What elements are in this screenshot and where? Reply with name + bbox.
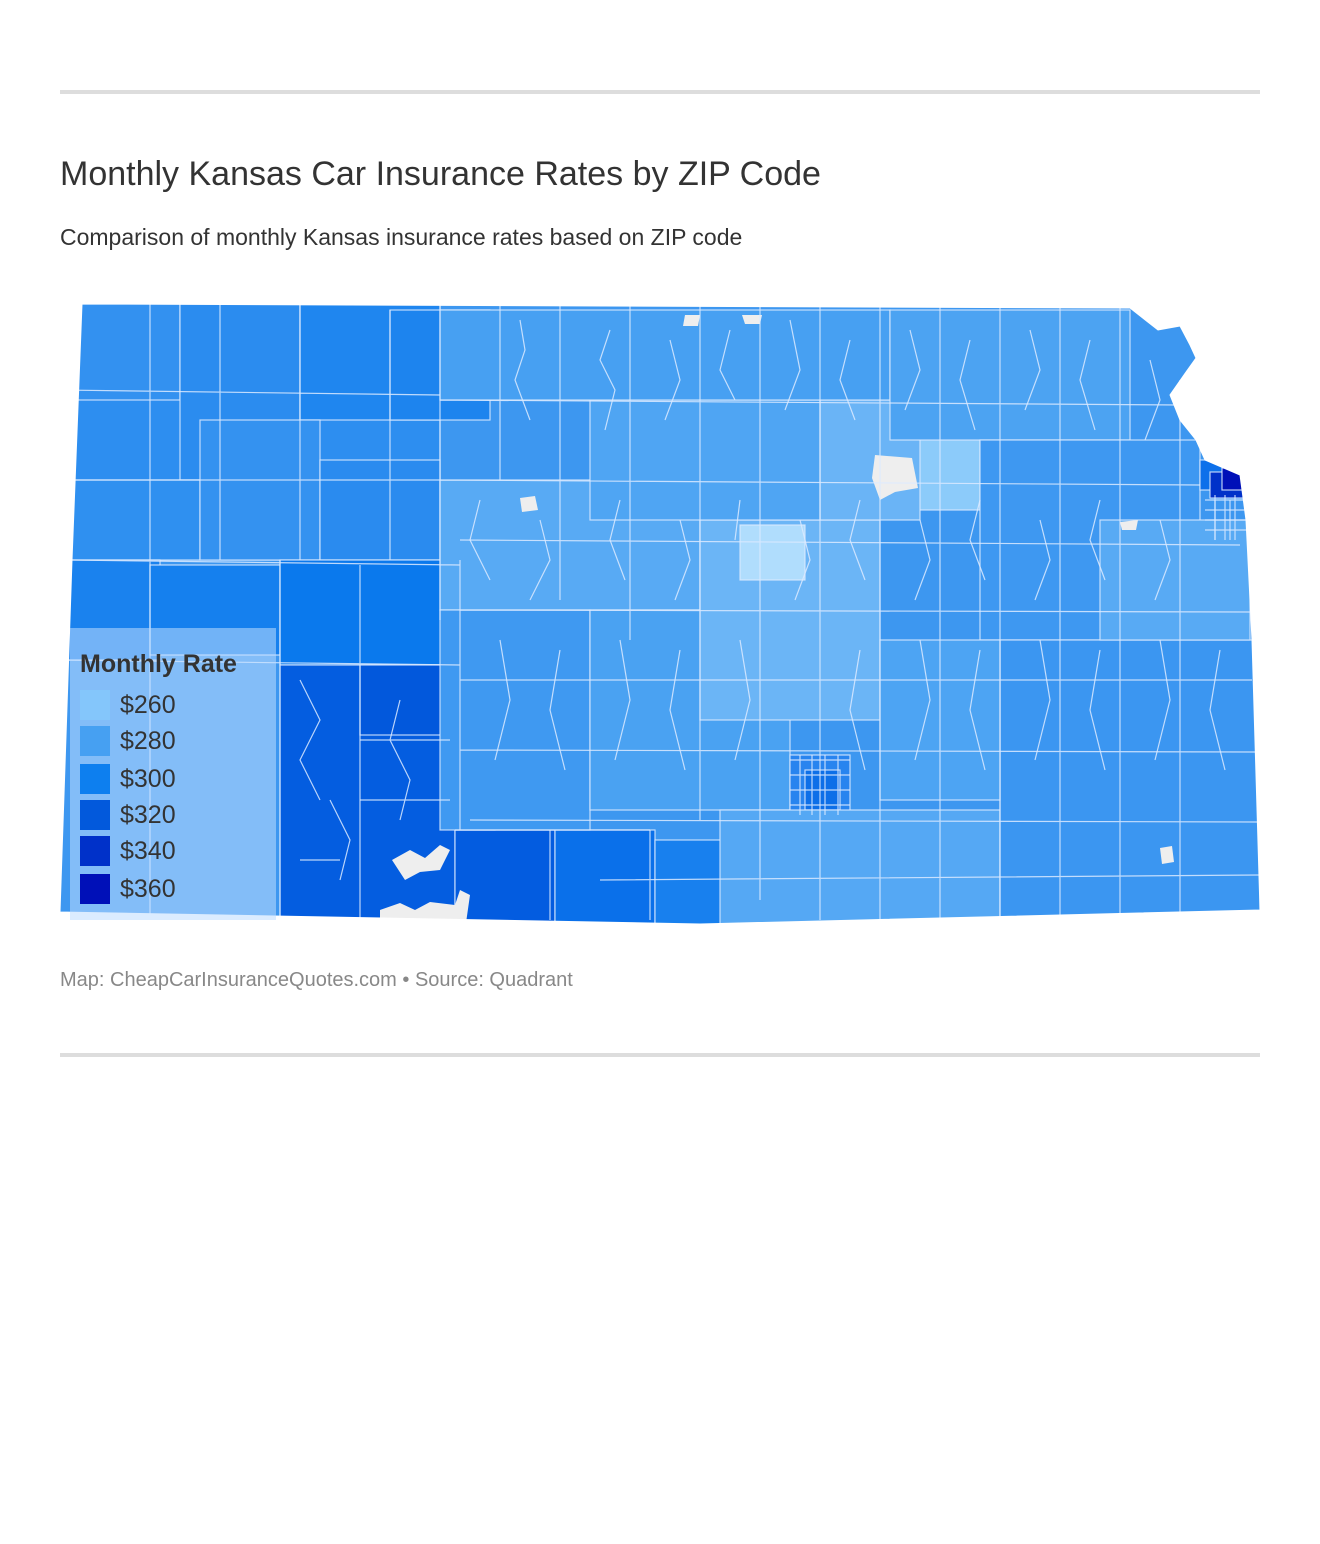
legend-item-360: $360: [80, 874, 176, 904]
kansas-choropleth-map: [0, 290, 1320, 940]
legend-label: $360: [120, 874, 176, 903]
top-divider: [60, 90, 1260, 94]
legend-item-340: $340: [80, 836, 176, 866]
legend-item-300: $300: [80, 764, 176, 794]
legend-item-280: $280: [80, 726, 176, 756]
legend-swatch: [80, 764, 110, 794]
legend-label: $300: [120, 764, 176, 793]
bottom-divider: [60, 1053, 1260, 1057]
legend-swatch: [80, 726, 110, 756]
legend-swatch: [80, 836, 110, 866]
page-title: Monthly Kansas Car Insurance Rates by ZI…: [60, 155, 821, 193]
legend-label: $340: [120, 836, 176, 865]
legend-label: $320: [120, 800, 176, 829]
legend-swatch: [80, 874, 110, 904]
legend-swatch: [80, 800, 110, 830]
legend-label: $280: [120, 726, 176, 755]
legend-title: Monthly Rate: [80, 650, 237, 678]
legend-item-320: $320: [80, 800, 176, 830]
map-legend: Monthly Rate $260 $280 $300 $320 $340 $3…: [70, 628, 276, 920]
page-subtitle: Comparison of monthly Kansas insurance r…: [60, 224, 743, 250]
legend-item-260: $260: [80, 690, 176, 720]
source-credit: Map: CheapCarInsuranceQuotes.com • Sourc…: [60, 969, 573, 991]
legend-swatch: [80, 690, 110, 720]
legend-label: $260: [120, 690, 176, 719]
